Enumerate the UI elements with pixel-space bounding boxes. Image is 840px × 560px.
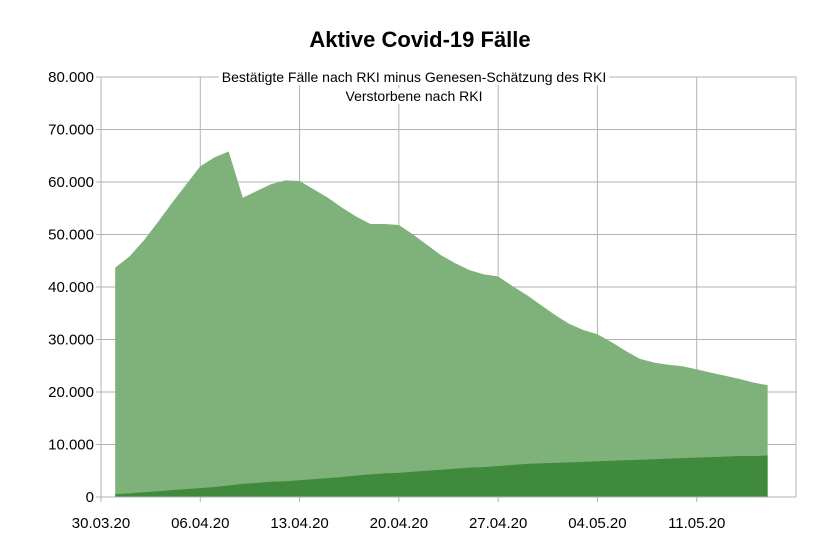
y-tick-label: 70.000 xyxy=(48,122,94,139)
y-tick-label: 10.000 xyxy=(48,437,94,454)
y-tick-label: 60.000 xyxy=(48,174,94,191)
legend-background xyxy=(342,88,486,104)
x-tick-label: 30.03.20 xyxy=(72,515,130,532)
x-tick-label: 04.05.20 xyxy=(568,515,626,532)
area-series-deaths xyxy=(115,455,768,497)
axis-layer: 0 10.000 20.000 30.000 40.000 50.000 60.000 70.… xyxy=(48,69,796,532)
x-tick-label: 13.04.20 xyxy=(270,515,328,532)
area-series-confirmed xyxy=(115,151,768,498)
x-tick-label: 20.04.20 xyxy=(370,515,428,532)
legend-entry-confirmed: Bestätigte Fälle nach RKI minus Genesen-… xyxy=(222,69,606,85)
y-tick-label: 40.000 xyxy=(48,279,94,296)
y-tick-label: 20.000 xyxy=(48,384,94,401)
chart-title: Aktive Covid-19 Fälle xyxy=(309,27,530,52)
x-tick-label: 27.04.20 xyxy=(469,515,527,532)
y-tick-label: 80.000 xyxy=(48,69,94,86)
x-tick-label: 06.04.20 xyxy=(171,515,229,532)
y-tick-label: 0 xyxy=(86,489,94,506)
y-tick-label: 30.000 xyxy=(48,332,94,349)
legend-background xyxy=(218,69,610,85)
x-tick-label: 11.05.20 xyxy=(668,515,725,532)
legend-entry-deaths: Verstorbene nach RKI xyxy=(346,88,483,104)
area-layer xyxy=(115,151,768,498)
legend: Bestätigte Fälle nach RKI minus Genesen-… xyxy=(218,69,610,104)
y-tick-label: 50.000 xyxy=(48,227,94,244)
